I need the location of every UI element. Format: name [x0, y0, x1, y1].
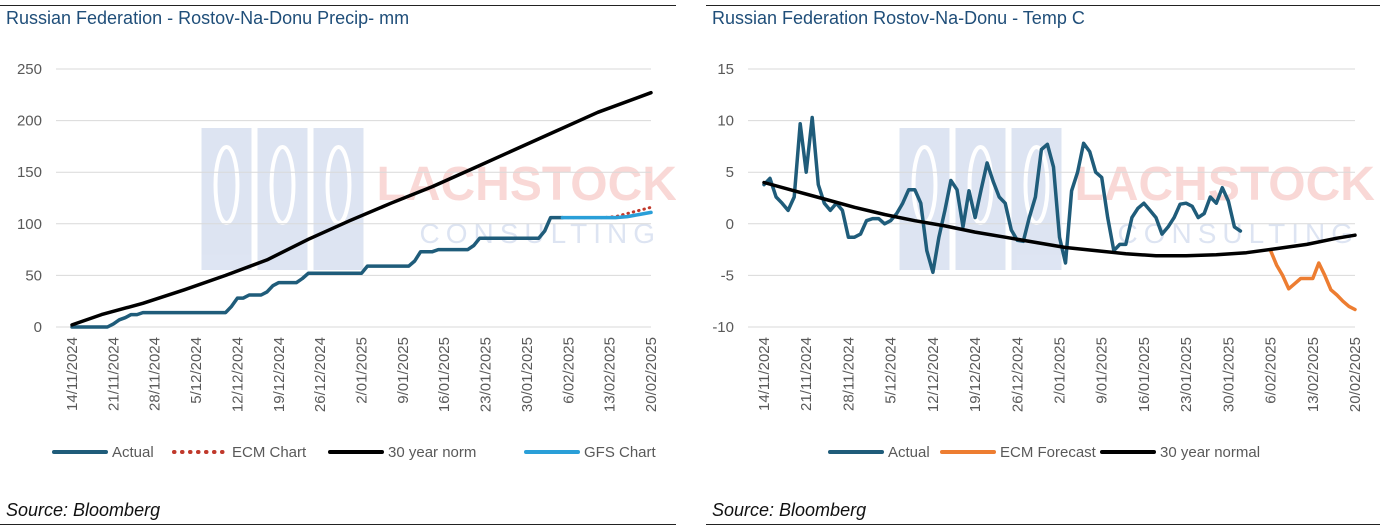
wheat-icon — [1023, 145, 1050, 225]
y-tick-label: 150 — [17, 164, 42, 181]
x-tick-label: 19/12/2024 — [967, 337, 984, 412]
watermark-panel — [899, 128, 950, 270]
temp-chart: LACHSTOCK CONSULTING -10 -5 0 5 10 15 14/11/2024… — [712, 61, 1376, 461]
chart-title: Russian Federation - Rostov-Na-Donu Prec… — [6, 8, 410, 28]
x-tick-label: 2/01/2025 — [354, 337, 371, 404]
x-tick-label: 12/12/2024 — [925, 337, 942, 412]
precip-chart: LACHSTOCK CONSULTING 0 50 100 150 200 250 14/11/… — [17, 61, 677, 461]
y-tick-label: 15 — [717, 61, 734, 78]
series-line-actual — [762, 115, 1243, 275]
x-tick-label: 14/11/2024 — [64, 337, 81, 411]
legend-label: Actual — [888, 444, 930, 461]
x-tick-label: 6/02/2025 — [560, 337, 577, 404]
x-tick-label: 23/01/2025 — [1178, 337, 1195, 412]
y-tick-label: 10 — [717, 113, 734, 130]
chart-title: Russian Federation Rostov-Na-Donu - Temp… — [712, 8, 1085, 28]
top-rule — [0, 5, 676, 6]
legend-label: Actual — [112, 444, 154, 461]
wheat-icon — [213, 145, 240, 225]
watermark-line2: CONSULTING — [420, 218, 662, 249]
precip-chart-panel: Russian Federation - Rostov-Na-Donu Prec… — [0, 0, 676, 531]
wheat-icon — [269, 145, 296, 225]
x-tick-label: 30/01/2025 — [519, 337, 536, 412]
watermark-panel — [201, 128, 252, 270]
x-tick-label: 30/01/2025 — [1220, 337, 1237, 412]
watermark: LACHSTOCK CONSULTING — [201, 128, 677, 270]
x-tick-label: 5/12/2024 — [188, 337, 205, 404]
x-tick-label: 21/11/2024 — [798, 337, 815, 411]
legend-label: ECM Forecast — [1000, 444, 1097, 461]
watermark-panel — [313, 128, 364, 270]
x-tick-label: 5/12/2024 — [883, 337, 900, 404]
x-tick-label: 2/01/2025 — [1052, 337, 1069, 404]
bottom-rule — [0, 524, 676, 525]
top-rule — [706, 5, 1380, 6]
x-tick-label: 26/12/2024 — [1009, 337, 1026, 412]
x-tick-label: 28/11/2024 — [147, 337, 164, 411]
x-tick-label: 26/12/2024 — [312, 337, 329, 412]
legend-label: 30 year normal — [1160, 444, 1260, 461]
y-tick-label: 100 — [17, 216, 42, 233]
x-tick-label: 9/01/2025 — [395, 337, 412, 404]
y-tick-label: 0 — [34, 319, 42, 336]
x-tick-label: 20/02/2025 — [1347, 337, 1364, 412]
bottom-rule — [706, 524, 1380, 525]
watermark-line1: LACHSTOCK — [377, 158, 677, 211]
x-tick-label: 20/02/2025 — [643, 337, 660, 412]
temp-chart-panel: Russian Federation Rostov-Na-Donu - Temp… — [706, 0, 1380, 531]
watermark-panel — [257, 128, 308, 270]
x-tick-label: 13/02/2025 — [602, 337, 619, 412]
wheat-icon — [325, 145, 352, 225]
x-tick-label: 14/11/2024 — [756, 337, 773, 411]
y-tick-label: -5 — [721, 267, 734, 284]
watermark-line2: CONSULTING — [1118, 218, 1360, 249]
series-line-actual — [70, 215, 565, 329]
legend-label: GFS Chart — [584, 444, 657, 461]
source-note: Source: Bloomberg — [712, 500, 867, 520]
x-tick-label: 12/12/2024 — [229, 337, 246, 412]
x-tick-label: 13/02/2025 — [1305, 337, 1322, 412]
watermark-line1: LACHSTOCK — [1075, 158, 1376, 211]
legend-label: 30 year norm — [388, 444, 476, 461]
x-tick-label: 21/11/2024 — [105, 337, 122, 411]
source-note: Source: Bloomberg — [6, 500, 161, 520]
y-tick-label: 50 — [25, 267, 42, 284]
series-line-ecm-forecast — [1268, 248, 1357, 312]
x-tick-label: 28/11/2024 — [840, 337, 857, 411]
series-line-30-year-normal — [762, 180, 1357, 258]
y-tick-label: 250 — [17, 61, 42, 78]
y-tick-label: -10 — [712, 319, 734, 336]
x-tick-label: 6/02/2025 — [1263, 337, 1280, 404]
x-tick-label: 23/01/2025 — [478, 337, 495, 412]
legend-label: ECM Chart — [232, 444, 307, 461]
x-tick-label: 16/01/2025 — [1136, 337, 1153, 412]
y-tick-label: 200 — [17, 113, 42, 130]
x-tick-label: 16/01/2025 — [436, 337, 453, 412]
x-tick-label: 19/12/2024 — [271, 337, 288, 412]
y-tick-label: 5 — [726, 164, 734, 181]
series-line-30-year-norm — [70, 90, 653, 327]
y-tick-label: 0 — [726, 216, 734, 233]
wheat-icon — [967, 145, 994, 225]
x-tick-label: 9/01/2025 — [1094, 337, 1111, 404]
series-line-gfs-chart — [560, 210, 653, 220]
